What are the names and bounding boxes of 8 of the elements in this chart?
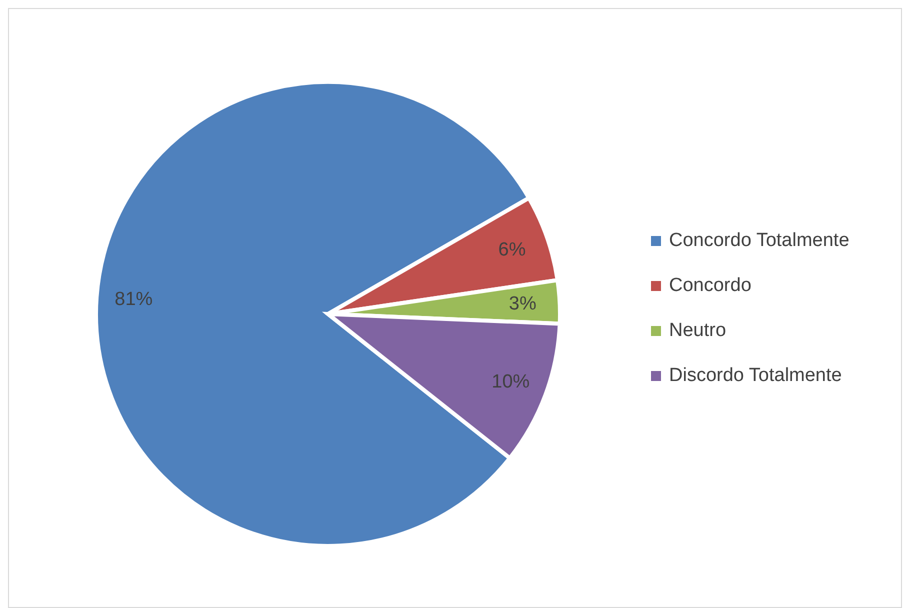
data-label: 6% [498,239,526,260]
legend-label: Concordo [669,274,752,296]
legend-label: Concordo Totalmente [669,230,850,252]
data-label: 3% [508,293,536,314]
legend-label: Neutro [669,320,726,342]
data-label: 10% [492,371,530,392]
data-label: 81% [114,289,153,310]
legend-label: Discordo Totalmente [669,364,842,386]
